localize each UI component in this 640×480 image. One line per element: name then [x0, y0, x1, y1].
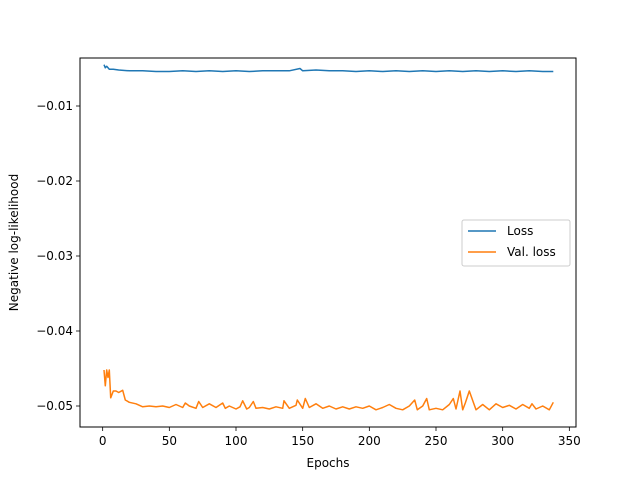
y-tick-label: −0.03: [36, 249, 73, 263]
x-tick-label: 0: [99, 434, 107, 448]
x-tick-label: 150: [291, 434, 314, 448]
x-tick-label: 200: [358, 434, 381, 448]
y-tick-label: −0.05: [36, 399, 73, 413]
x-tick-label: 350: [558, 434, 581, 448]
y-axis-label: Negative log-likelihood: [7, 174, 21, 311]
axes-frame: [79, 57, 577, 428]
y-tick-label: −0.04: [36, 324, 73, 338]
legend-label-loss: Loss: [507, 224, 533, 238]
legend-label-val-loss: Val. loss: [507, 245, 556, 259]
x-tick-label: 300: [491, 434, 514, 448]
plot-area: [103, 64, 554, 411]
y-tick-label: −0.02: [36, 174, 73, 188]
series-line-loss: [103, 64, 554, 73]
y-axis: −0.01 −0.02 −0.03 −0.04 −0.05: [36, 99, 80, 413]
legend: Loss Val. loss: [461, 219, 571, 267]
series-line-val-loss: [103, 369, 554, 411]
x-axis-label: Epochs: [307, 456, 350, 470]
x-tick-label: 50: [162, 434, 177, 448]
x-tick-label: 250: [425, 434, 448, 448]
y-tick-label: −0.01: [36, 99, 73, 113]
x-tick-label: 100: [225, 434, 248, 448]
x-axis: 0 50 100 150 200 250 300 350: [99, 427, 581, 448]
